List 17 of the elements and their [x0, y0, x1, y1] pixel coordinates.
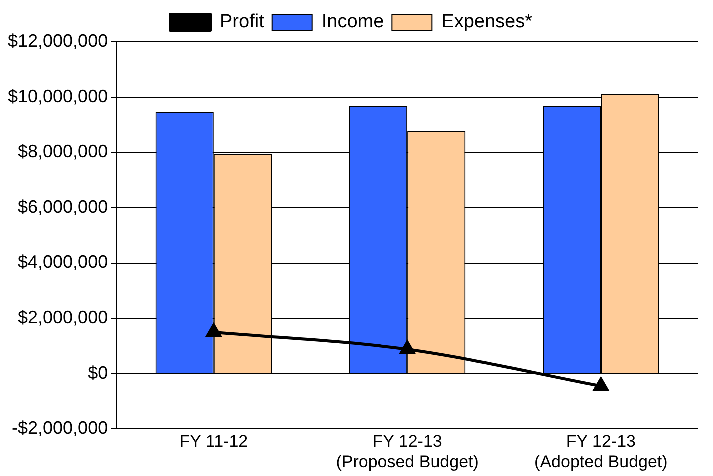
y-tick-label: $2,000,000 — [18, 308, 108, 328]
y-tick-label: -$2,000,000 — [12, 418, 108, 438]
point — [400, 341, 416, 355]
y-tick-label: $10,000,000 — [8, 86, 108, 106]
legend-label: Profit — [220, 12, 266, 33]
y-tick-label: $8,000,000 — [18, 142, 108, 162]
x-tick-label: FY 12-13 (Proposed Budget) — [336, 432, 479, 472]
legend-label: Expenses* — [442, 12, 534, 33]
y-tick-label: $0 — [88, 362, 108, 383]
point — [594, 378, 609, 392]
y-tick-label: $4,000,000 — [18, 252, 108, 272]
point — [206, 324, 222, 338]
legend-label: Income — [322, 12, 384, 33]
x-tick-label: FY 11-12 — [180, 432, 248, 452]
y-tick-label: $12,000,000 — [8, 30, 108, 51]
y-tick-label: $6,000,000 — [18, 196, 108, 217]
x-tick-label: FY 12-13 (Adopted Budget) — [534, 432, 668, 472]
